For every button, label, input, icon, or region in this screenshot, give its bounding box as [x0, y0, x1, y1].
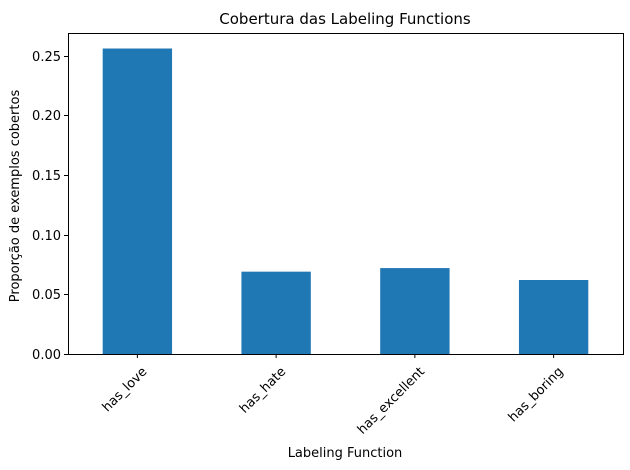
- y-tick-label: 0.20: [32, 109, 61, 124]
- x-axis-title: Labeling Function: [288, 446, 403, 461]
- y-tick-label: 0.15: [32, 169, 61, 184]
- x-tick-label: has_boring: [506, 364, 567, 425]
- y-tick-label: 0.00: [32, 348, 61, 363]
- y-tick-label: 0.05: [32, 288, 61, 303]
- x-tick-label: has_excellent: [355, 364, 428, 437]
- chart-title: Cobertura das Labeling Functions: [219, 10, 471, 28]
- bar-has_excellent: [380, 268, 450, 354]
- bar-has_love: [102, 48, 173, 355]
- y-axis-title: Proporção de exemplos cobertos: [8, 90, 23, 303]
- y-tick-label: 0.10: [32, 229, 61, 244]
- bar-has_hate: [241, 271, 311, 354]
- x-tick-label: has_hate: [237, 364, 289, 416]
- y-axis-ticks: 0.00 0.05 0.10 0.15 0.20 0.25: [32, 50, 68, 363]
- x-tick-label: has_love: [100, 364, 151, 415]
- bar-has_boring: [518, 280, 589, 354]
- x-axis-ticks: has_love has_hate has_excellent has_boring: [100, 354, 567, 438]
- y-tick-label: 0.25: [32, 50, 61, 65]
- bars: [102, 48, 589, 355]
- plot-frame: [68, 33, 624, 355]
